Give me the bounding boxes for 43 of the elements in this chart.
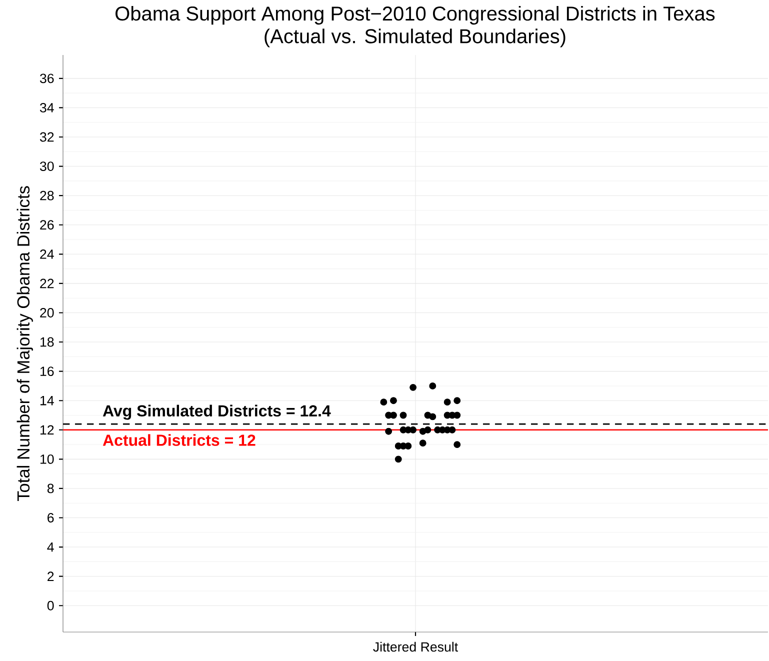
y-tick-label: 24: [40, 250, 54, 259]
chart-title: Obama Support Among Post−2010 Congressional Districts in Texas: [116, 6, 715, 25]
y-tick-label: 22: [40, 278, 54, 288]
y-tick-label: 26: [40, 220, 54, 230]
point: [394, 456, 402, 463]
point: [380, 398, 388, 406]
point: [454, 412, 461, 419]
point: [454, 397, 461, 404]
y-tick-label: 20: [40, 308, 54, 318]
point: [410, 426, 417, 434]
y-tick-label: 8: [47, 484, 54, 494]
ref-line-label: Actual Districts = 12: [102, 434, 256, 446]
y-tick-label: 28: [40, 190, 54, 200]
point: [410, 384, 417, 391]
chart-subtitle: (Actual vs. Simulated Boundaries): [264, 28, 566, 48]
y-tick-label: 14: [40, 396, 54, 406]
point: [429, 382, 436, 390]
point: [390, 397, 397, 404]
point: [429, 413, 436, 420]
point: [400, 412, 407, 419]
y-axis-title: Total Number of Majority Obama Districts: [16, 186, 33, 502]
y-tick-label: 10: [40, 454, 54, 464]
point: [400, 442, 407, 450]
y-tick-label: 32: [40, 132, 54, 142]
y-tick-label: 2: [48, 572, 54, 581]
y-tick-label: 16: [40, 366, 54, 376]
point: [419, 440, 426, 447]
point: [424, 426, 432, 434]
ref-line-label: Avg Simulated Districts = 12.4: [102, 404, 331, 420]
y-tick-label: 6: [48, 513, 54, 522]
y-tick-label: 34: [40, 102, 54, 112]
y-tick-label: 30: [40, 162, 54, 172]
point: [390, 412, 397, 419]
point: [444, 398, 451, 406]
point: [454, 441, 461, 448]
point: [385, 428, 392, 435]
y-tick-label: 36: [40, 74, 54, 84]
point: [448, 426, 456, 434]
x-axis-title: Jittered Result: [373, 642, 458, 652]
y-tick-label: 0: [47, 600, 54, 610]
y-tick-label: 12: [40, 425, 54, 435]
y-tick-label: 4: [47, 542, 54, 552]
y-tick-label: 18: [40, 337, 54, 347]
